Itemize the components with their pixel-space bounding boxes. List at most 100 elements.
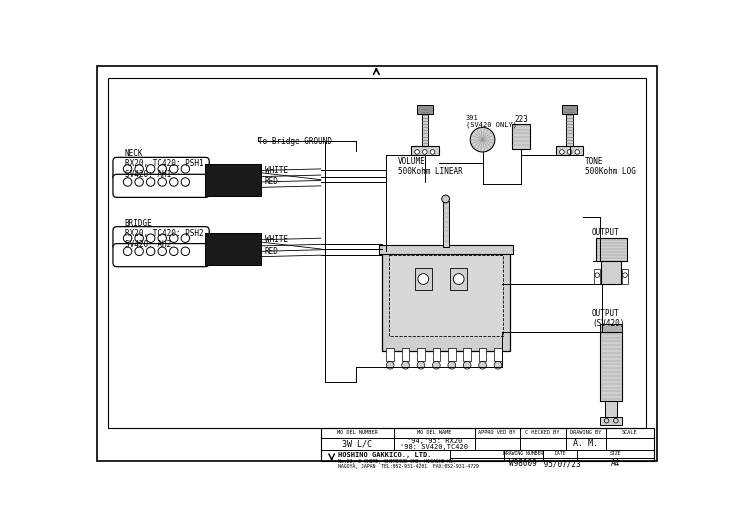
Bar (601, 262, 621, 284)
Bar (512, 124, 530, 149)
Text: A4: A4 (611, 459, 620, 468)
Bar (605, 401, 617, 417)
Circle shape (135, 178, 143, 186)
Circle shape (146, 164, 155, 173)
Circle shape (158, 234, 166, 242)
Circle shape (181, 234, 190, 242)
Text: SIZE: SIZE (609, 450, 621, 456)
Circle shape (387, 361, 394, 369)
Bar (417, 105, 432, 114)
Text: VOLUME
500Kohm LINEAR: VOLUME 500Kohm LINEAR (398, 157, 462, 176)
Circle shape (430, 150, 435, 155)
Circle shape (170, 247, 178, 256)
Bar (622, 269, 628, 284)
Circle shape (453, 274, 464, 284)
Text: HOSHINO GAKKICO., LTD.: HOSHINO GAKKICO., LTD. (338, 452, 431, 458)
Text: '98: SV420,TC420: '98: SV420,TC420 (401, 444, 468, 450)
Bar (205, 163, 261, 196)
Circle shape (146, 178, 155, 186)
Bar (387, 348, 394, 361)
FancyBboxPatch shape (113, 157, 209, 181)
Circle shape (567, 150, 572, 155)
FancyBboxPatch shape (113, 227, 209, 250)
Text: No.22, 3-CHOME, SHIMOKUB-CHO, HIGASHI-KU,: No.22, 3-CHOME, SHIMOKUB-CHO, HIGASHI-KU… (338, 459, 456, 464)
Bar (379, 245, 513, 254)
Text: DRAWING BY: DRAWING BY (570, 430, 601, 435)
Circle shape (135, 247, 143, 256)
Bar (596, 238, 626, 262)
Circle shape (423, 150, 427, 155)
Bar (556, 146, 584, 155)
Text: To Bridge GROUND: To Bridge GROUND (258, 137, 331, 146)
Circle shape (135, 234, 143, 242)
Circle shape (146, 234, 155, 242)
Text: WHITE: WHITE (265, 166, 288, 175)
Circle shape (418, 274, 429, 284)
Circle shape (135, 164, 143, 173)
Text: WHITE: WHITE (265, 235, 288, 244)
Text: SCALE: SCALE (622, 430, 637, 435)
Bar (600, 417, 622, 424)
Circle shape (494, 361, 502, 369)
Text: MO DEL NUMBER: MO DEL NUMBER (337, 430, 378, 435)
Bar (205, 233, 261, 265)
Circle shape (181, 164, 190, 173)
Bar (422, 108, 428, 146)
Bar (411, 146, 439, 155)
Text: TONE
500Kohm LOG: TONE 500Kohm LOG (585, 157, 636, 176)
Text: A. M.: A. M. (573, 439, 598, 448)
Circle shape (448, 361, 456, 369)
Circle shape (170, 178, 178, 186)
Bar (494, 348, 502, 361)
Circle shape (170, 164, 178, 173)
Circle shape (463, 361, 471, 369)
Circle shape (575, 150, 580, 155)
Circle shape (158, 247, 166, 256)
Circle shape (559, 150, 564, 155)
Bar (567, 108, 573, 146)
Bar (562, 105, 577, 114)
Bar (463, 348, 471, 361)
Text: MO DEL NAME: MO DEL NAME (417, 430, 451, 435)
Bar (600, 325, 622, 332)
Bar (451, 268, 467, 290)
Text: '94,'95: RX20: '94,'95: RX20 (406, 438, 462, 444)
Circle shape (158, 164, 166, 173)
Circle shape (415, 150, 420, 155)
Text: NECK
RX20, TC420: PSH1
SV420: AH1: NECK RX20, TC420: PSH1 SV420: AH1 (124, 149, 203, 179)
Circle shape (442, 195, 449, 203)
Bar (594, 269, 600, 284)
Text: DRAWING NUMBER: DRAWING NUMBER (503, 450, 543, 456)
Circle shape (170, 234, 178, 242)
FancyBboxPatch shape (113, 174, 209, 197)
Circle shape (123, 234, 132, 242)
Text: OUTPUT
(SV420): OUTPUT (SV420) (592, 309, 624, 328)
Circle shape (146, 247, 155, 256)
Bar (448, 348, 456, 361)
Text: W98009: W98009 (509, 459, 537, 468)
Circle shape (470, 127, 495, 152)
Circle shape (123, 247, 132, 256)
Bar (321, 429, 653, 461)
Text: RED: RED (265, 247, 279, 256)
Circle shape (123, 178, 132, 186)
Bar (478, 348, 487, 361)
Circle shape (181, 178, 190, 186)
Bar (417, 348, 425, 361)
Bar (600, 332, 622, 401)
Bar (415, 268, 431, 290)
Circle shape (432, 361, 440, 369)
Text: RED: RED (265, 177, 279, 186)
Circle shape (158, 178, 166, 186)
Text: 391
(SV420 ONLY): 391 (SV420 ONLY) (466, 115, 517, 128)
Bar (442, 201, 448, 247)
Text: 223: 223 (515, 115, 528, 124)
Circle shape (402, 361, 409, 369)
Text: BRIDGE
RX20, TC420: PSH2
SV420: AH2: BRIDGE RX20, TC420: PSH2 SV420: AH2 (124, 219, 203, 249)
Text: DATE: DATE (554, 450, 566, 456)
Bar (402, 348, 409, 361)
FancyBboxPatch shape (113, 244, 209, 267)
Circle shape (417, 361, 425, 369)
Bar (389, 255, 503, 336)
Text: C HECKED BY: C HECKED BY (526, 430, 560, 435)
